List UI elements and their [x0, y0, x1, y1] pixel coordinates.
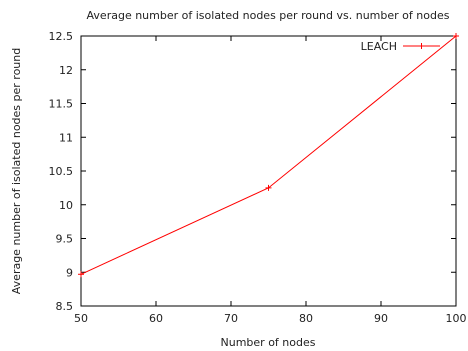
plot-area: [80, 35, 457, 307]
y-tick-label: 10.5: [49, 165, 74, 178]
y-tick-label: 8.5: [56, 300, 74, 313]
series-layer: [78, 33, 459, 278]
x-tick-label: 70: [224, 312, 238, 325]
legend-marker: [418, 43, 425, 49]
y-tick-label: 12.5: [49, 30, 74, 43]
x-axis: 50 60 70 80 90 100: [74, 36, 467, 325]
data-point: [78, 271, 84, 278]
x-tick-label: 60: [149, 312, 163, 325]
y-tick-label: 11.5: [49, 98, 74, 111]
y-tick-label: 9: [66, 266, 73, 279]
y-tick-label: 12: [59, 64, 73, 77]
y-tick-label: 10: [59, 199, 73, 212]
x-axis-label: Number of nodes: [221, 336, 316, 349]
y-tick-label: 11: [59, 131, 73, 144]
y-tick-label: 9.5: [56, 233, 74, 246]
legend-label: LEACH: [361, 40, 397, 53]
x-tick-label: 90: [374, 312, 388, 325]
legend: LEACH: [361, 40, 440, 53]
y-axis-label: Average number of isolated nodes per rou…: [10, 48, 23, 294]
data-point: [265, 184, 272, 191]
x-tick-label: 100: [446, 312, 467, 325]
series-line: [80, 35, 457, 275]
chart-title: Average number of isolated nodes per rou…: [87, 9, 450, 22]
y-axis: 8.5 9 9.5 10 10.5 11 11.5 12 12.5: [49, 30, 456, 313]
data-point: [453, 33, 459, 39]
x-tick-label: 50: [74, 312, 88, 325]
x-tick-label: 80: [299, 312, 313, 325]
